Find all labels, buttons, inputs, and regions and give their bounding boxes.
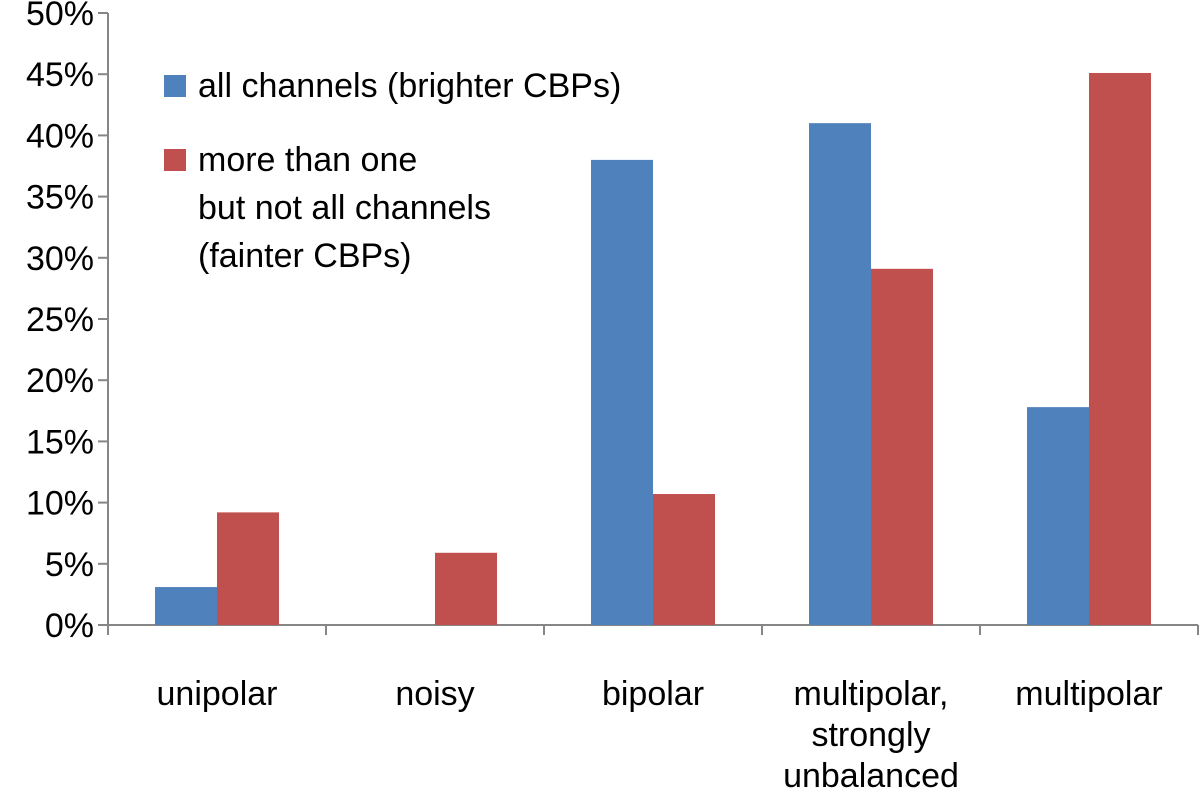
legend: all channels (brighter CBPs) more than on… <box>164 67 621 275</box>
bar-series-2 <box>217 512 279 625</box>
legend-swatch-series-2 <box>164 149 186 171</box>
category-label: noisy <box>395 675 474 713</box>
legend-label-series-1: all channels (brighter CBPs) <box>198 67 621 105</box>
y-tick-label: 10% <box>26 485 94 523</box>
y-tick-label: 35% <box>26 179 94 217</box>
y-tick-label: 15% <box>26 423 94 461</box>
legend-swatch-series-1 <box>164 75 186 97</box>
bar-series-2 <box>1089 72 1151 625</box>
legend-label-series-2: more than one but not all channels (fainte… <box>198 141 491 275</box>
bar-series-1 <box>1027 407 1089 625</box>
category-labels: unipolar noisy bipolar multipolar, strongly u… <box>157 675 1163 795</box>
y-tick-label: 25% <box>26 301 94 339</box>
y-tick-label: 5% <box>45 546 94 584</box>
y-axis: 0% 5% 10% 15% 20% 25% 30% 35% 40% 45% 50% <box>26 0 109 645</box>
bar-series-1 <box>155 587 217 625</box>
y-tick-label: 30% <box>26 240 94 278</box>
bar-series-2 <box>435 552 497 625</box>
bar-series-2 <box>653 494 715 625</box>
y-tick-label: 45% <box>26 56 94 94</box>
y-tick-label: 40% <box>26 117 94 155</box>
x-axis <box>107 624 1199 635</box>
bar-series-2 <box>871 268 933 625</box>
category-label: multipolar, strongly unbalanced <box>783 675 959 795</box>
bars <box>155 72 1151 625</box>
category-label: multipolar <box>1015 675 1162 713</box>
y-tick-label: 50% <box>26 0 94 33</box>
y-tick-label: 20% <box>26 362 94 400</box>
category-label: unipolar <box>157 675 278 713</box>
bar-series-1 <box>591 159 653 625</box>
category-label: bipolar <box>602 675 704 713</box>
y-tick-label: 0% <box>45 607 94 645</box>
bar-series-1 <box>809 123 871 625</box>
